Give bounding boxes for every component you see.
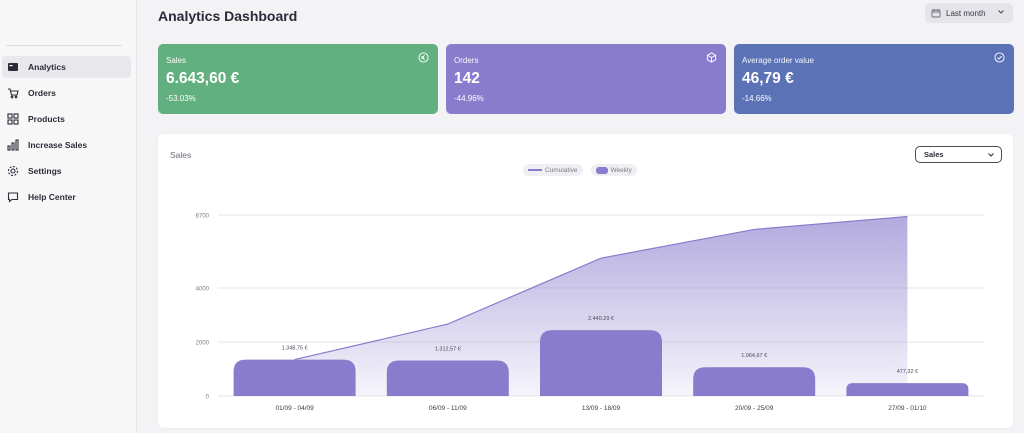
legend-item-cumulative[interactable]: Cumulative [523, 164, 583, 176]
weekly-bar [233, 359, 356, 396]
sidebar-item-settings[interactable]: Settings [2, 160, 131, 182]
legend-line-marker [528, 169, 542, 171]
bar-value-label: 2.440,29 € [588, 316, 614, 322]
sidebar-item-products[interactable]: Products [2, 108, 131, 130]
weekly-bar [540, 330, 662, 396]
chevron-down-icon [998, 10, 1004, 14]
card-label: Orders [454, 56, 479, 65]
calendar-icon [931, 9, 941, 18]
sales-chart: 0 2000 4000 6700 1.348,75 € 01/09 - 04/09 1.31… [196, 214, 984, 412]
weekly-bar [386, 360, 509, 396]
grid-icon [6, 112, 20, 126]
sidebar-item-help-center[interactable]: Help Center [2, 186, 131, 208]
y-tick-label: 6700 [196, 214, 210, 220]
card-value: 46,79 € [742, 70, 794, 87]
card-change: -14.66% [742, 94, 772, 103]
card-value: 6.643,60 € [166, 70, 240, 87]
y-tick-label: 0 [206, 395, 210, 401]
sidebar-item-label: Orders [28, 88, 56, 98]
box-icon [706, 52, 717, 63]
card-label: Sales [166, 56, 187, 65]
average-order-value-card: Average order value 46,79 € -14.66% [734, 44, 1014, 114]
x-tick-label: 13/09 - 18/09 [582, 405, 621, 412]
date-range-select[interactable]: Last month [925, 3, 1013, 23]
bar-value-label: 477,32 € [897, 369, 918, 375]
y-tick-label: 2000 [196, 340, 210, 346]
bar-value-label: 1.064,67 € [741, 353, 767, 359]
sales-card: Sales 6.643,60 € -53.03% [158, 44, 438, 114]
date-range-label: Last month [946, 8, 986, 18]
x-tick-label: 01/09 - 04/09 [275, 405, 314, 412]
chat-icon [6, 190, 20, 204]
cart-icon [6, 86, 20, 100]
legend-label: Weekly [610, 166, 632, 174]
legend-swatch-marker [595, 166, 608, 174]
legend-label: Cumulative [545, 166, 578, 174]
sidebar-nav: Analytics Orders Products Increase Sales… [0, 56, 137, 212]
metric-select-label: Sales [924, 150, 944, 159]
y-tick-label: 4000 [196, 286, 210, 292]
sidebar-item-label: Settings [28, 166, 62, 176]
sidebar-item-analytics[interactable]: Analytics [2, 56, 131, 78]
orders-card: Orders 142 -44.96% [446, 44, 726, 114]
check-circle-icon [994, 52, 1005, 63]
sidebar-divider [6, 45, 122, 46]
sidebar-item-orders[interactable]: Orders [2, 82, 131, 104]
legend-item-weekly[interactable]: Weekly [590, 164, 637, 176]
card-value: 142 [454, 70, 480, 87]
chart-legend: Cumulative Weekly [523, 164, 637, 176]
bar-value-label: 1.312,57 € [435, 347, 461, 353]
x-tick-label: 06/09 - 11/09 [429, 405, 467, 412]
card-label: Average order value [742, 56, 814, 65]
sidebar-item-label: Help Center [28, 192, 76, 202]
x-tick-label: 27/09 - 01/10 [888, 405, 927, 412]
sidebar-item-label: Products [28, 114, 65, 124]
chart-title: Sales [170, 150, 192, 160]
bar-chart-icon [6, 138, 20, 152]
analytics-icon [6, 60, 20, 74]
sidebar: Analytics Orders Products Increase Sales… [0, 0, 137, 433]
metric-select[interactable]: Sales [915, 146, 1002, 163]
gear-icon [6, 164, 20, 178]
chevron-down-icon [988, 153, 994, 157]
bar-value-label: 1.348,75 € [282, 346, 308, 352]
sidebar-item-increase-sales[interactable]: Increase Sales [2, 134, 131, 156]
card-change: -44.96% [454, 94, 484, 103]
card-change: -53.03% [166, 94, 196, 103]
sales-chart-panel: 0 2000 4000 6700 1.348,75 € 01/09 - 04/09 1.31… [158, 134, 1013, 428]
page-title: Analytics Dashboard [158, 8, 298, 24]
cumulative-area [294, 216, 908, 396]
sidebar-item-label: Analytics [28, 62, 66, 72]
cumulative-line [294, 215, 908, 361]
weekly-bar [846, 383, 969, 396]
x-tick-label: 20/09 - 25/09 [735, 405, 774, 412]
sidebar-item-label: Increase Sales [28, 140, 88, 150]
euro-icon [418, 52, 429, 63]
weekly-bar [693, 367, 816, 396]
